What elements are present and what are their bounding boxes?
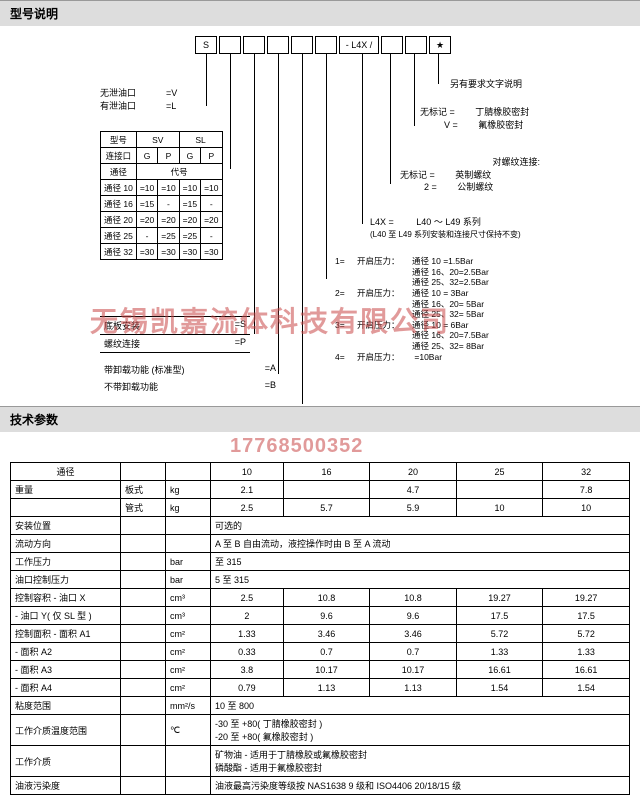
right-thread: 对螺纹连接: 无标记 = 英制螺纹 2 = 公制螺纹 — [400, 156, 540, 194]
right-seal: 无标记 = 丁腈橡胶密封 V = 氟橡胶密封 — [420, 106, 529, 131]
cb — [243, 36, 265, 54]
spec-table: 通径1016202532重量板式kg2.14.77.8管式kg2.55.75.9… — [10, 462, 630, 795]
func-opt: 带卸载功能 (标准型)=A 不带卸载功能=B — [100, 361, 280, 395]
cb: S — [195, 36, 217, 54]
cb — [315, 36, 337, 54]
mount-opt: 底板安装=S 螺纹连接=P — [100, 316, 250, 353]
spec-section: 通径1016202532重量板式kg2.14.77.8管式kg2.55.75.9… — [0, 432, 640, 803]
cb — [381, 36, 403, 54]
cb: - L4X / — [339, 36, 379, 54]
right-series: L4X = L40 ～ L49 系列 (L40 至 L49 系列安装和连接尺寸保… — [370, 216, 521, 240]
conn-table: 型号SVSL 连接口GPGP 通径代号 通径 10=10=10=10=10 通径… — [100, 131, 223, 260]
section2-header: 技术参数 — [0, 406, 640, 432]
cb — [267, 36, 289, 54]
cb — [291, 36, 313, 54]
right-press: 1=开启压力：通径 10 =1.5Bar通径 16、20=2.5Bar 通径 2… — [335, 256, 489, 362]
model-section: S - L4X / ★ 无泄油口=V 有泄油口=L 型号SVSL 连接口GPGP… — [0, 26, 640, 406]
cb — [405, 36, 427, 54]
cb: ★ — [429, 36, 451, 54]
cb — [219, 36, 241, 54]
right-top: 另有要求文字说明 — [450, 78, 522, 91]
port-options: 无泄油口=V 有泄油口=L — [100, 86, 177, 112]
section1-header: 型号说明 — [0, 0, 640, 26]
code-boxes: S - L4X / ★ — [195, 36, 451, 54]
